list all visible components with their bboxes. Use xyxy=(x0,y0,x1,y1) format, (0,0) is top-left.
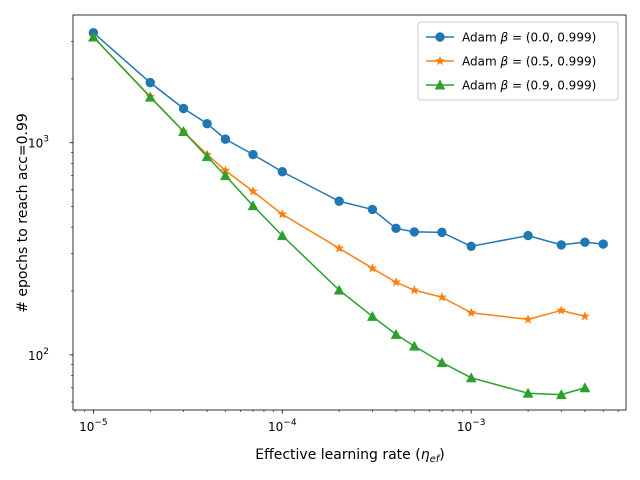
legend-box xyxy=(417,21,619,101)
data-point xyxy=(555,389,567,400)
legend-label: Adam β = (0.9, 0.999) xyxy=(462,79,596,93)
x-tick-label: 10−3 xyxy=(457,418,486,434)
series-2 xyxy=(87,31,591,400)
data-point xyxy=(556,305,567,315)
data-point xyxy=(201,151,213,162)
x-axis-title: Effective learning rate (ηef) xyxy=(255,447,444,465)
data-point xyxy=(436,292,447,302)
data-point xyxy=(277,209,288,219)
data-point xyxy=(436,357,448,368)
series-layer xyxy=(87,28,608,400)
data-point xyxy=(523,230,533,241)
data-point xyxy=(247,200,259,211)
legend-label: Adam β = (0.0, 0.999) xyxy=(462,31,596,45)
x-tick-label: 10−4 xyxy=(268,418,297,434)
data-point xyxy=(367,263,378,273)
data-point xyxy=(248,149,258,160)
data-point xyxy=(522,387,534,398)
data-point xyxy=(144,91,156,102)
data-point xyxy=(466,307,477,317)
axes-layer: 10−5 10−4 10−3 102 103 xyxy=(28,14,627,434)
data-point xyxy=(556,240,567,250)
data-point xyxy=(466,241,476,252)
data-point xyxy=(366,310,378,321)
legend: Adam β = (0.0, 0.999) Adam β = (0.5, 0.99… xyxy=(417,21,619,101)
data-point xyxy=(220,170,231,181)
data-point xyxy=(408,340,420,351)
data-point xyxy=(333,284,345,295)
data-point xyxy=(334,196,344,206)
data-point xyxy=(409,227,420,237)
data-point xyxy=(391,277,401,287)
data-point xyxy=(579,311,590,321)
data-point xyxy=(580,237,590,247)
legend-marker xyxy=(434,79,446,90)
y-axis-title: # epochs to reach acc=0.99 xyxy=(15,113,31,313)
data-point xyxy=(390,328,402,339)
data-point xyxy=(367,204,378,215)
data-point xyxy=(202,118,212,129)
x-tick-label: 10−5 xyxy=(79,418,108,434)
data-point xyxy=(248,186,258,196)
data-point xyxy=(145,77,155,88)
series-line xyxy=(92,36,586,396)
y-tick-label: 103 xyxy=(28,135,49,151)
legend-marker xyxy=(435,55,445,66)
data-point xyxy=(598,239,608,249)
legend-label: Adam β = (0.5, 0.999) xyxy=(462,55,596,69)
data-point xyxy=(465,372,477,383)
data-point xyxy=(87,31,99,42)
y-tick-label: 102 xyxy=(28,347,49,363)
data-point xyxy=(437,227,447,238)
data-point xyxy=(178,125,189,136)
data-point xyxy=(220,134,231,144)
data-point xyxy=(334,243,345,253)
data-point xyxy=(276,230,288,241)
data-point xyxy=(178,103,189,114)
data-point xyxy=(523,314,534,324)
axes-frame xyxy=(72,14,627,411)
data-point xyxy=(391,223,401,234)
data-point xyxy=(409,284,420,295)
data-point xyxy=(579,382,591,393)
series-0 xyxy=(88,28,608,252)
legend-marker xyxy=(435,32,445,42)
data-point xyxy=(277,167,287,177)
